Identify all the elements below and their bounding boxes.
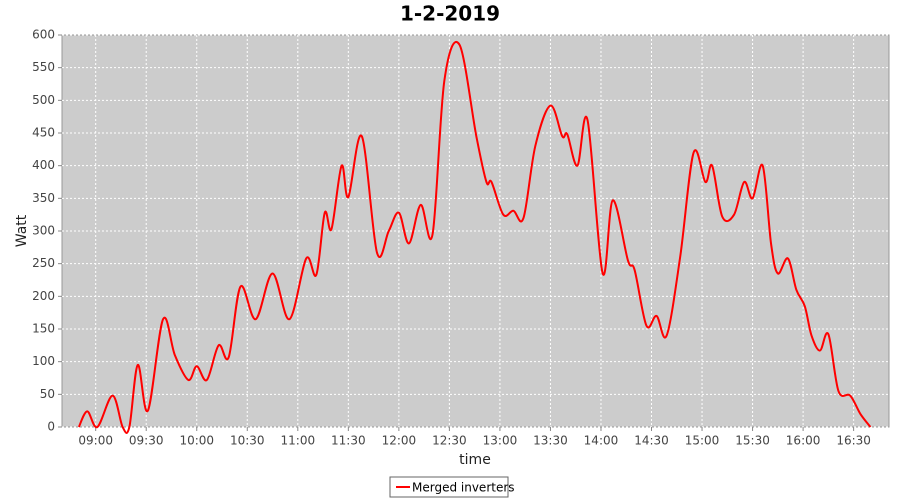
x-tick-label: 14:30 (634, 434, 669, 448)
x-tick-label: 10:00 (179, 434, 214, 448)
y-tick-label: 500 (32, 93, 55, 107)
chart-title: 1-2-2019 (400, 2, 500, 26)
x-tick-label: 09:00 (78, 434, 113, 448)
x-tick-label: 10:30 (230, 434, 265, 448)
legend (389, 476, 509, 498)
x-tick-label: 12:00 (382, 434, 417, 448)
y-tick-label: 200 (32, 289, 55, 303)
x-tick-label: 11:00 (281, 434, 316, 448)
x-tick-label: 16:00 (786, 434, 821, 448)
y-tick-label: 450 (32, 126, 55, 140)
x-tick-label: 09:30 (129, 434, 164, 448)
y-tick-label: 350 (32, 191, 55, 205)
x-tick-label: 15:30 (735, 434, 770, 448)
y-tick-label: 50 (40, 387, 55, 401)
y-tick-label: 150 (32, 322, 55, 336)
data-line (77, 41, 872, 434)
x-tick-label: 12:30 (432, 434, 467, 448)
y-tick-label: 0 (47, 420, 55, 434)
x-tick-label: 13:30 (533, 434, 568, 448)
x-tick-label: 16:30 (836, 434, 871, 448)
x-tick-label: 11:30 (331, 434, 366, 448)
x-tick-label: 13:00 (483, 434, 518, 448)
y-axis-label: Watt (14, 214, 30, 247)
y-tick-label: 100 (32, 354, 55, 368)
y-tick-label: 550 (32, 60, 55, 74)
x-axis-label: time (459, 452, 491, 468)
y-tick-label: 400 (32, 158, 55, 172)
y-tick-label: 600 (32, 28, 55, 42)
x-tick-label: 14:00 (584, 434, 619, 448)
x-tick-label: 15:00 (685, 434, 720, 448)
y-tick-label: 250 (32, 256, 55, 270)
legend-label: Merged inverters (412, 481, 515, 495)
y-tick-label: 300 (32, 224, 55, 238)
